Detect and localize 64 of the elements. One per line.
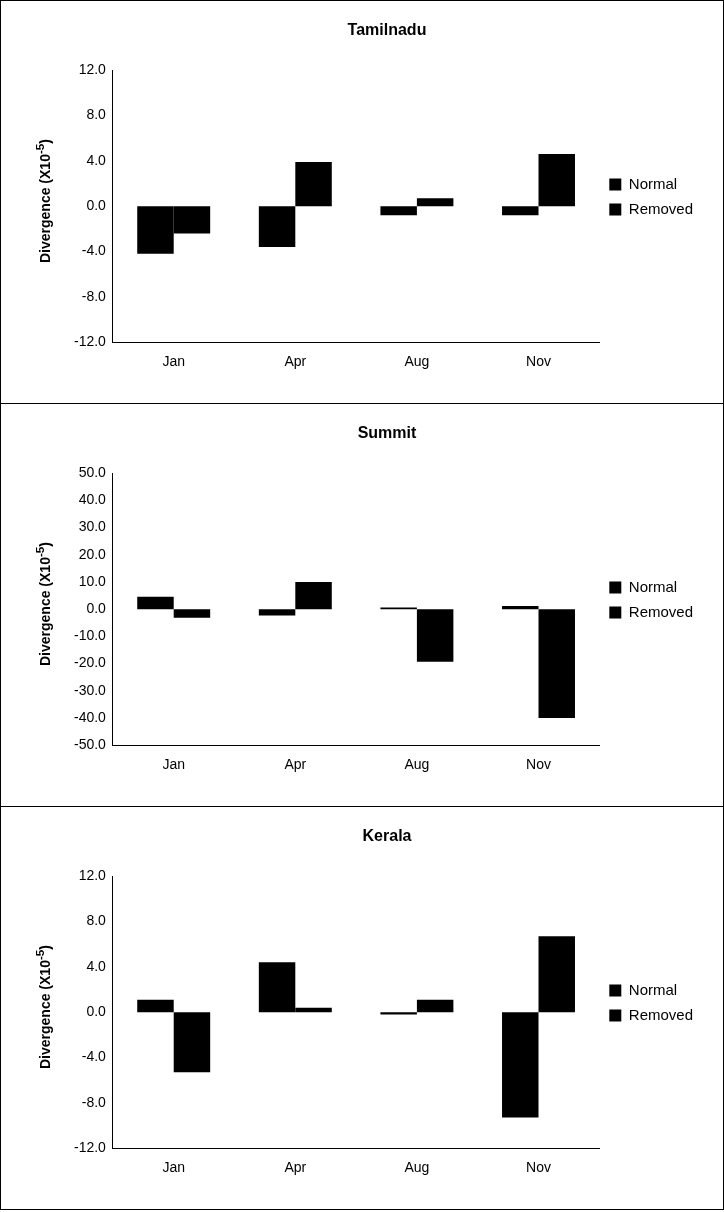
bar [502, 605, 539, 610]
bar [295, 162, 332, 207]
y-tick-label: 0.0 [86, 600, 107, 617]
chart-title: Summit [357, 424, 418, 442]
bar [538, 936, 575, 1013]
x-tick-label: Aug [404, 1159, 430, 1176]
bar [137, 596, 174, 610]
y-tick-label: 12.0 [78, 867, 107, 884]
y-tick-label: -4.0 [81, 1048, 107, 1065]
y-tick-label: -8.0 [81, 287, 107, 304]
y-tick-label: 10.0 [78, 572, 107, 589]
x-tick-label: Jan [162, 1159, 185, 1176]
y-tick-label: 8.0 [86, 106, 107, 123]
x-tick-label: Apr [284, 353, 307, 370]
bar [137, 999, 174, 1013]
legend-label: Normal [628, 980, 678, 998]
y-tick-label: -20.0 [73, 654, 107, 671]
y-tick-label: 0.0 [86, 197, 107, 214]
legend-label: Removed [628, 1005, 694, 1023]
y-tick-label: 40.0 [78, 491, 107, 508]
x-tick-label: Apr [284, 1159, 307, 1176]
y-tick-label: -4.0 [81, 242, 107, 259]
y-tick-label: -40.0 [73, 708, 107, 725]
legend-label: Removed [628, 602, 694, 620]
y-tick-label: 4.0 [86, 957, 107, 974]
y-tick-label: 20.0 [78, 545, 107, 562]
x-tick-label: Nov [526, 353, 551, 370]
x-tick-label: Aug [404, 353, 430, 370]
y-tick-label: 50.0 [78, 464, 107, 481]
bar [258, 206, 296, 247]
bar [380, 206, 417, 216]
x-tick-label: Jan [162, 756, 185, 773]
y-tick-label: -10.0 [73, 627, 107, 644]
bar [295, 582, 332, 610]
y-tick-label: 8.0 [86, 912, 107, 929]
bar [502, 1012, 539, 1118]
x-tick-label: Nov [526, 1159, 551, 1176]
y-tick-label: -12.0 [73, 1139, 107, 1156]
x-tick-label: Apr [284, 756, 307, 773]
bar [502, 206, 539, 216]
y-tick-label: 30.0 [78, 518, 107, 535]
y-tick-label: 4.0 [86, 151, 107, 168]
legend-label: Removed [628, 199, 694, 217]
x-tick-label: Nov [526, 756, 551, 773]
bar [538, 609, 575, 718]
x-tick-label: Aug [404, 756, 430, 773]
y-tick-label: 12.0 [78, 61, 107, 78]
bar [416, 609, 454, 662]
chart-title: Tamilnadu [347, 21, 427, 39]
y-tick-label: -30.0 [73, 681, 107, 698]
bar [173, 609, 211, 618]
bar [173, 1012, 211, 1073]
bar [416, 198, 454, 207]
y-tick-label: -12.0 [73, 333, 107, 350]
bar [416, 999, 454, 1013]
legend-label: Normal [628, 577, 678, 595]
bar [538, 154, 575, 207]
y-tick-label: 0.0 [86, 1003, 107, 1020]
x-tick-label: Jan [162, 353, 185, 370]
bar [258, 609, 296, 616]
y-tick-label: -8.0 [81, 1093, 107, 1110]
y-tick-label: -50.0 [73, 736, 107, 753]
chart-title: Kerala [362, 827, 412, 845]
legend-label: Normal [628, 174, 678, 192]
